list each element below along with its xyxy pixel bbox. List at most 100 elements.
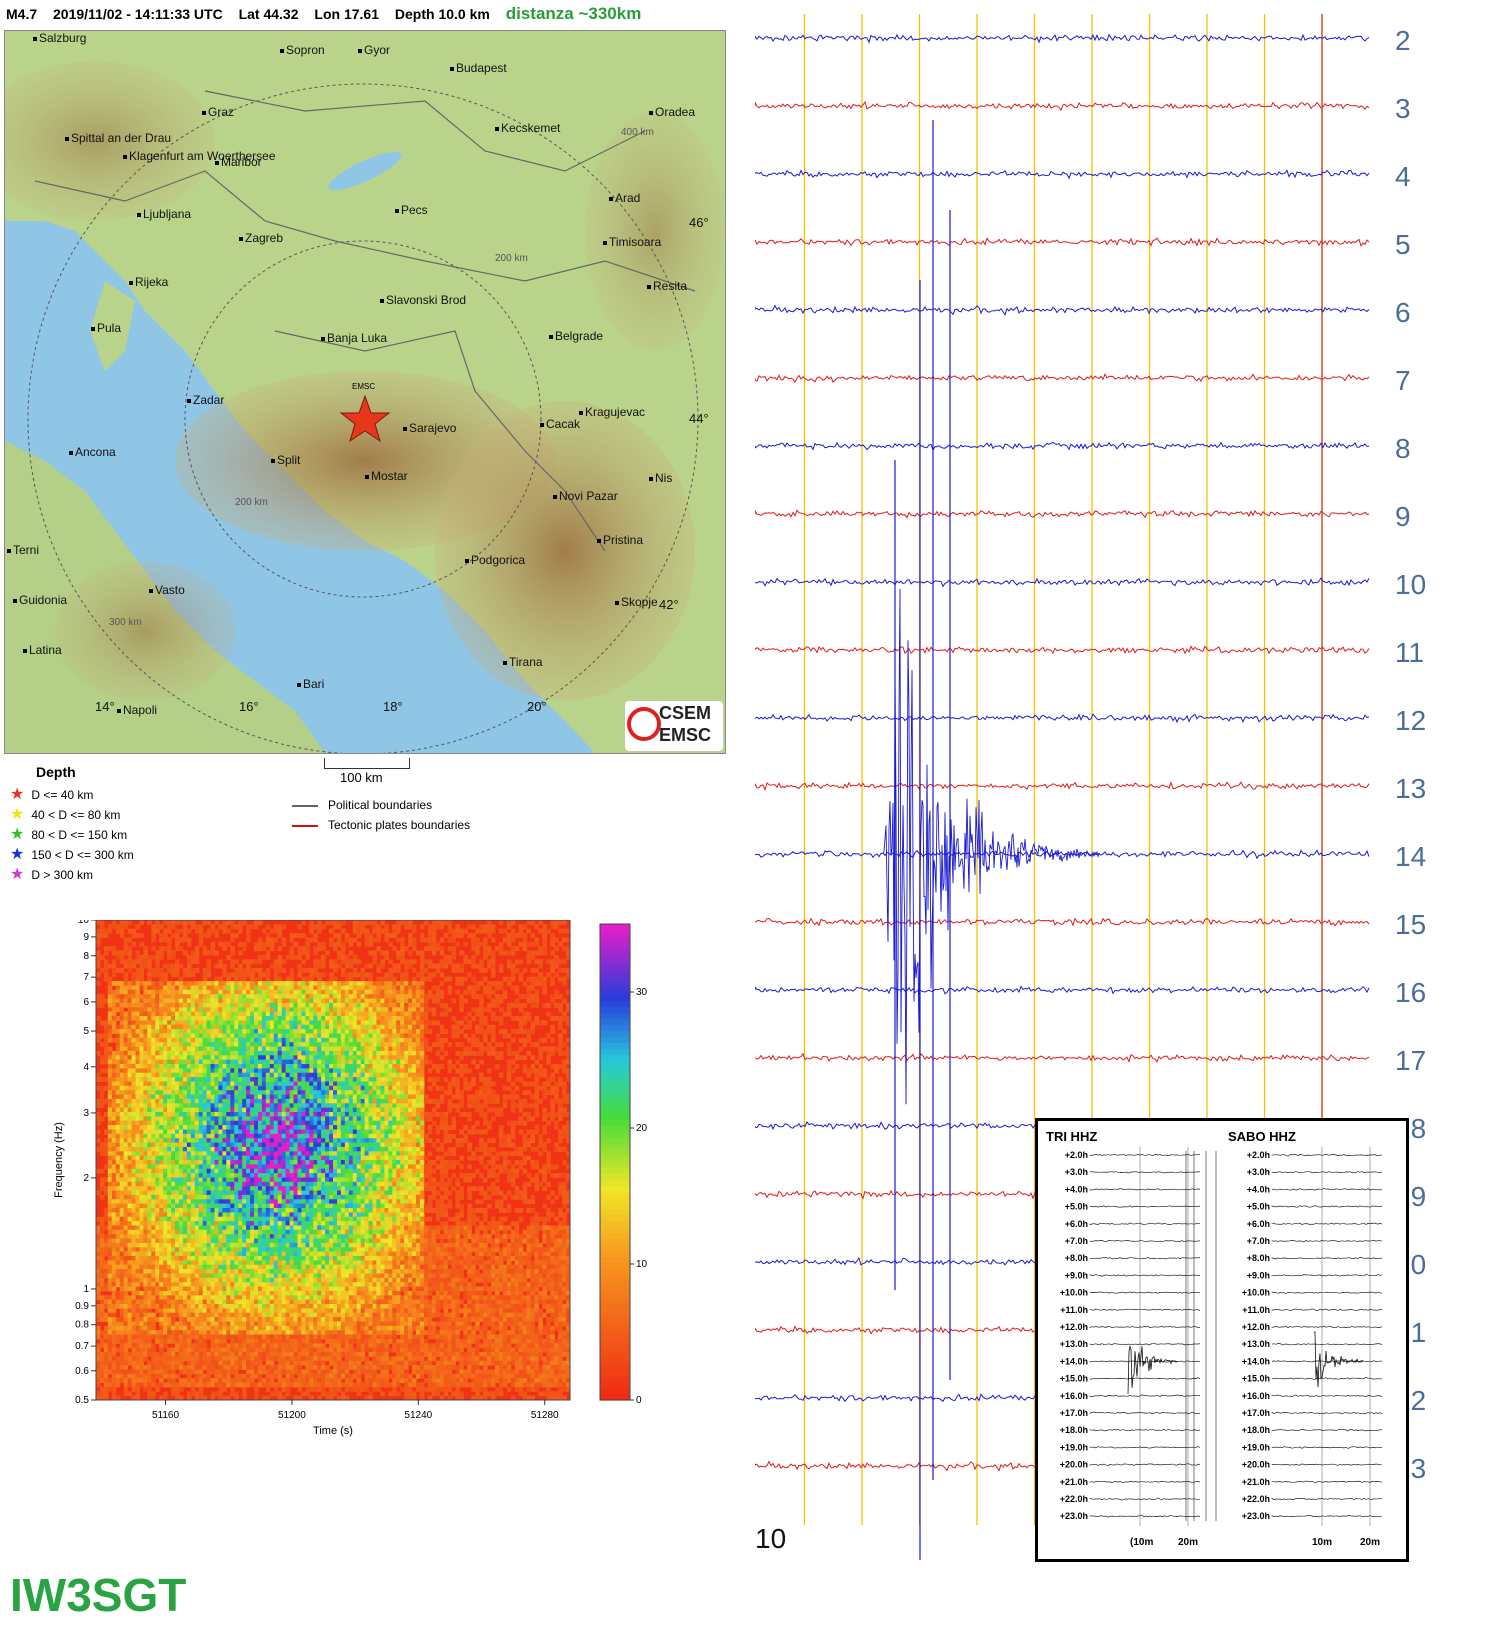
spectrogram-cell: [258, 972, 263, 978]
spectrogram-cell: [131, 985, 137, 991]
spectrogram-cell: [111, 1242, 117, 1248]
spectrogram-cell: [159, 1208, 164, 1213]
spectrogram-cell: [107, 1164, 113, 1170]
spectrogram-cell: [147, 920, 152, 925]
spectrogram-cell: [107, 946, 113, 952]
spectrogram-cell: [96, 1256, 101, 1261]
spectrogram-cell: [182, 1142, 188, 1148]
spectrogram-cell: [167, 994, 172, 1000]
spectrogram-cell: [238, 1133, 243, 1139]
spectrogram-cell: [234, 972, 239, 978]
spectrogram-cell: [190, 1011, 196, 1017]
spectrogram-cell: [163, 1273, 168, 1279]
spectrogram-cell: [139, 933, 144, 938]
spectrogram-cell: [163, 1334, 168, 1340]
spectrogram-cell: [289, 1194, 295, 1200]
city-label: Podgorica: [465, 553, 525, 567]
spectrogram-cell: [230, 1168, 235, 1174]
spectrogram-cell: [242, 1194, 247, 1200]
spectrogram-cell: [131, 1225, 137, 1231]
spectrogram-cell: [131, 1029, 137, 1034]
spectrogram-cell: [155, 1295, 160, 1301]
spectrogram-cell: [214, 1120, 219, 1126]
spectrogram-cell: [218, 1085, 223, 1091]
spectrogram-cell: [277, 1160, 283, 1165]
spectrogram-cell: [119, 1308, 125, 1314]
spectrogram-cell: [103, 1042, 109, 1048]
spectrogram-cell: [289, 994, 295, 1000]
spectrogram-cell: [246, 959, 251, 965]
spectrogram-cell: [171, 1146, 176, 1152]
spectrogram-cell: [226, 1365, 231, 1370]
spectrogram-cell: [234, 1059, 239, 1065]
spectrogram-cell: [111, 920, 117, 925]
spectrogram-cell: [230, 1160, 235, 1165]
spectrogram-cell: [258, 920, 263, 925]
spectrogram-cell: [163, 1325, 168, 1331]
spectrogram-cell: [135, 1007, 140, 1013]
spectrogram-cell: [107, 1343, 113, 1349]
spectrogram-cell: [175, 1164, 180, 1170]
spectrogram-cell: [210, 1098, 216, 1104]
spectrogram-cell: [155, 1290, 160, 1296]
spectrogram-cell: [202, 981, 208, 986]
spectrogram-cell: [214, 1029, 219, 1034]
spectrogram-cell: [206, 928, 212, 934]
spectrogram-cell: [258, 1046, 263, 1052]
spectrogram-cell: [289, 1116, 295, 1122]
spectrogram-cell: [151, 1011, 156, 1017]
spectrogram-cell: [238, 981, 243, 986]
spectrogram-cell: [273, 981, 279, 986]
spectrogram-cell: [226, 998, 231, 1004]
spectrogram-cell: [246, 1343, 251, 1349]
spectrogram-cell: [265, 1229, 271, 1235]
spectrogram-cell: [171, 1321, 176, 1327]
spectrogram-cell: [167, 1225, 172, 1231]
spectrogram-cell: [115, 1186, 121, 1192]
spectrogram-cell: [100, 1242, 105, 1248]
spectrogram-cell: [194, 1024, 200, 1030]
spectrogram-cell: [143, 1177, 148, 1183]
spectrogram-cell: [261, 1304, 267, 1309]
spectrogram-cell: [155, 954, 160, 960]
spectrogram-cell: [261, 1098, 267, 1104]
spectrogram-cell: [103, 1033, 109, 1039]
spectrogram-cell: [285, 1234, 291, 1240]
spectrogram-cell: [281, 1378, 287, 1384]
spectrogram-cell: [202, 1286, 208, 1292]
spectrogram-cell: [206, 1042, 212, 1048]
spectrogram-cell: [277, 963, 283, 969]
spectrogram-cell: [139, 1356, 144, 1362]
spectrogram-cell: [269, 1290, 275, 1296]
spectrogram-cell: [281, 1081, 287, 1087]
spectrogram-cell: [269, 1347, 275, 1353]
spectrogram-cell: [167, 1112, 172, 1117]
spectrogram-cell: [281, 1352, 287, 1357]
spectrogram-cell: [198, 985, 204, 991]
spectrogram-cell: [135, 1203, 140, 1209]
spectrogram-cell: [198, 1107, 204, 1113]
spectrogram-cell: [147, 1365, 152, 1370]
spectrogram-cell: [135, 1042, 140, 1048]
spectrogram-cell: [218, 998, 223, 1004]
spectrogram-cell: [167, 1325, 172, 1331]
spectrogram-cell: [103, 1059, 109, 1065]
spectrogram-cell: [230, 1085, 235, 1091]
spectrogram-cell: [194, 1352, 200, 1357]
spectrogram-cell: [210, 1059, 216, 1065]
spectrogram-cell: [281, 1194, 287, 1200]
spectrogram-cell: [143, 1290, 148, 1296]
spectrogram-cell: [234, 1343, 239, 1349]
spectrogram-cell: [167, 1002, 172, 1008]
spectrogram-cell: [111, 946, 117, 952]
spectrogram-cell: [163, 1391, 168, 1397]
spectrogram-cell: [258, 1251, 263, 1257]
spectrogram-cell: [285, 1338, 291, 1344]
spectrogram-cell: [171, 1011, 176, 1017]
spectrogram-cell: [127, 1094, 133, 1100]
spectrogram-cell: [190, 1085, 196, 1091]
spectrogram-cell: [210, 1033, 216, 1039]
spectrogram-cell: [194, 1125, 200, 1130]
spectrogram-cell: [234, 1033, 239, 1039]
spectrogram-cell: [190, 1221, 196, 1226]
